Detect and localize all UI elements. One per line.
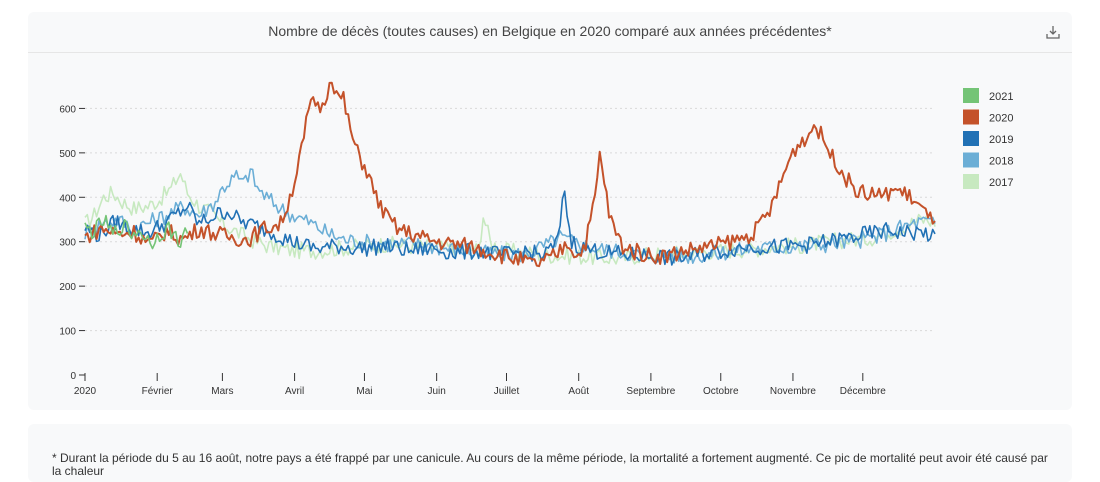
y-tick-label-200: 200	[59, 282, 76, 293]
y-tick-label-500: 500	[59, 149, 76, 160]
download-icon[interactable]	[1044, 23, 1062, 41]
x-tick-label-2: Mars	[211, 386, 233, 397]
legend-swatch-2019	[963, 131, 979, 146]
legend-label-2017: 2017	[989, 177, 1013, 189]
y-tick-label-400: 400	[59, 193, 76, 204]
x-tick-label-6: Juillet	[494, 386, 520, 397]
legend-label-2020: 2020	[989, 113, 1013, 125]
x-tick-label-11: Décembre	[840, 386, 887, 397]
legend-swatch-2018	[963, 152, 979, 168]
x-tick-label-7: Août	[568, 386, 589, 397]
legend-item-2018[interactable]: 2018	[963, 152, 1013, 168]
x-tick-label-3: Avril	[285, 386, 304, 397]
chart-header: Nombre de décès (toutes causes) en Belgi…	[28, 12, 1072, 53]
x-tick-label-8: Septembre	[626, 386, 675, 397]
x-tick-label-10: Novembre	[770, 386, 817, 397]
series-line-2020	[84, 81, 936, 268]
legend-item-2021[interactable]: 2021	[963, 88, 1013, 103]
legend-item-2020[interactable]: 2020	[963, 109, 1013, 125]
footnote-card: * Durant la période du 5 au 16 août, not…	[28, 424, 1072, 482]
legend-item-2019[interactable]: 2019	[963, 131, 1013, 146]
legend-label-2019: 2019	[989, 134, 1013, 146]
line-chart: 0 100 200 300 400 500 600 2020 Février Mars Avril M…	[59, 81, 1013, 397]
chart-card: Nombre de décès (toutes causes) en Belgi…	[28, 12, 1072, 410]
series-line-2019	[84, 190, 936, 266]
chart-title: Nombre de décès (toutes causes) en Belgi…	[268, 23, 832, 39]
legend-label-2018: 2018	[989, 156, 1013, 168]
x-tick-label-1: Février	[142, 386, 174, 397]
legend-swatch-2020	[963, 109, 979, 125]
legend-swatch-2021	[963, 88, 979, 103]
series-line-2021	[84, 214, 189, 250]
y-tick-label-100: 100	[59, 327, 76, 338]
x-tick-label-5: Juin	[427, 386, 445, 397]
x-tick-label-0: 2020	[74, 386, 97, 397]
legend-item-2017[interactable]: 2017	[963, 174, 1013, 189]
y-tick-label-600: 600	[59, 104, 76, 115]
y-tick-label-300: 300	[59, 238, 76, 249]
x-tick-label-9: Octobre	[703, 386, 739, 397]
legend-label-2021: 2021	[989, 91, 1013, 103]
footnote-text: * Durant la période du 5 au 16 août, not…	[52, 451, 1048, 478]
x-tick-label-4: Mai	[356, 386, 372, 397]
legend-swatch-2017	[963, 174, 979, 189]
y-tick-label-0: 0	[70, 371, 76, 382]
